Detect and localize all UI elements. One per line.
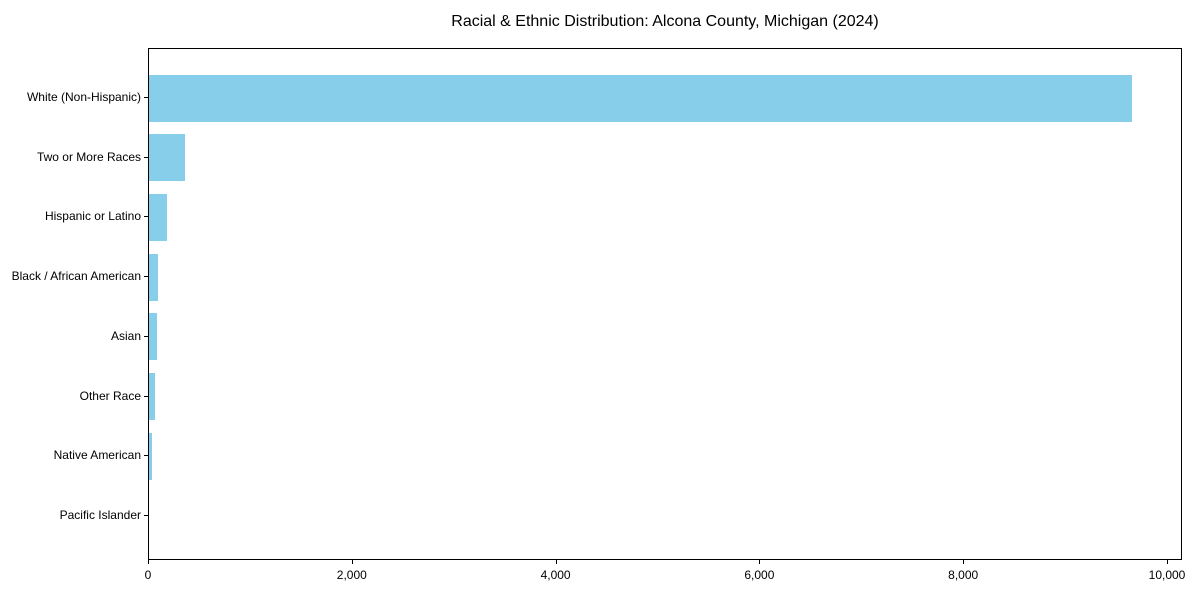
x-tick-mark [1167, 560, 1168, 564]
bar-white-non-hispanic [149, 74, 1133, 122]
plot-area [148, 48, 1182, 560]
y-axis-label: Two or More Races [36, 149, 141, 164]
chart-title: Racial & Ethnic Distribution: Alcona Cou… [451, 13, 879, 30]
y-tick-mark [144, 455, 148, 457]
bar-two-or-more-races [149, 134, 185, 182]
x-tick-mark [555, 560, 557, 564]
x-tick-mark [759, 560, 761, 564]
x-tick-mark [148, 560, 149, 564]
x-axis-tick-label: 10,000 [1148, 568, 1186, 582]
x-tick-mark [963, 560, 965, 564]
y-axis-label: Other Race [79, 388, 141, 403]
bar-asian [149, 313, 157, 361]
y-axis-label: White (Non-Hispanic) [26, 90, 141, 104]
y-tick-mark [144, 276, 148, 278]
y-tick-mark [144, 395, 148, 397]
y-axis-label: Native American [53, 448, 141, 463]
y-tick-mark [144, 156, 148, 158]
y-tick-mark [144, 514, 148, 516]
bar-native-american [149, 432, 152, 480]
x-axis-tick-label: 6,000 [744, 568, 775, 582]
x-axis-tick-label: 0 [144, 568, 152, 582]
x-axis-tick-label: 4,000 [540, 568, 571, 582]
x-axis-tick-label: 2,000 [336, 568, 367, 582]
y-axis-label: Pacific Islander [59, 507, 141, 522]
y-tick-mark [144, 97, 148, 98]
y-tick-mark [144, 335, 148, 337]
bar-black-african-american [149, 253, 158, 301]
y-tick-mark [144, 216, 148, 218]
x-axis-tick-label: 8,000 [948, 568, 979, 582]
bar-hispanic-or-latino [149, 193, 167, 241]
x-tick-mark [351, 560, 353, 564]
y-axis-label: Black / African American [11, 269, 141, 284]
y-axis-label: Asian [110, 328, 141, 343]
y-axis-label: Hispanic or Latino [44, 209, 141, 224]
bar-other-race [149, 373, 156, 421]
